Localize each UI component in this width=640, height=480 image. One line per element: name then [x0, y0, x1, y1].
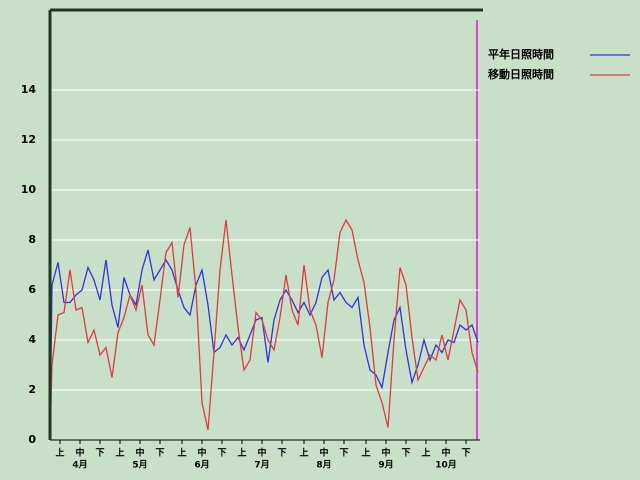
series-line: [49, 249, 479, 441]
x-tick-label: 中: [135, 447, 144, 459]
month-label: 4月: [72, 460, 87, 471]
month-label: 5月: [132, 460, 147, 471]
y-tick-label: 4: [28, 333, 36, 346]
x-tick-label: 下: [217, 448, 226, 459]
legend-label: 移動日照時間: [488, 67, 554, 81]
x-tick-label: 上: [361, 447, 370, 459]
month-label: 6月: [194, 460, 209, 471]
series-line: [49, 218, 479, 441]
x-tick-label: 上: [177, 447, 186, 459]
x-tick-label: 上: [237, 447, 246, 459]
x-tick-label: 上: [299, 447, 308, 459]
x-tick-label: 中: [75, 447, 84, 459]
x-tick-label: 中: [257, 447, 266, 459]
month-label: 10月: [435, 460, 457, 471]
y-tick-label: 12: [21, 133, 36, 146]
x-tick-label: 下: [461, 448, 470, 459]
y-tick-label: 14: [21, 83, 37, 96]
x-tick-label: 上: [55, 447, 64, 459]
legend-label: 平年日照時間: [488, 47, 554, 61]
x-tick-label: 下: [339, 448, 348, 459]
x-tick-label: 中: [441, 447, 450, 459]
month-label: 8月: [316, 460, 331, 471]
y-tick-label: 8: [28, 233, 36, 246]
y-tick-label: 0: [28, 433, 36, 446]
y-tick-label: 6: [28, 283, 36, 296]
y-tick-label: 2: [28, 383, 36, 396]
y-tick-label: 10: [21, 183, 37, 196]
x-tick-label: 下: [95, 448, 104, 459]
month-label: 9月: [378, 460, 393, 471]
x-tick-label: 下: [277, 448, 286, 459]
x-tick-label: 中: [319, 447, 328, 459]
x-tick-label: 上: [115, 447, 124, 459]
x-tick-label: 下: [155, 448, 164, 459]
x-tick-label: 中: [197, 447, 206, 459]
x-tick-label: 下: [401, 448, 410, 459]
x-tick-label: 中: [381, 447, 390, 459]
month-label: 7月: [254, 460, 269, 471]
x-tick-label: 上: [421, 447, 430, 459]
